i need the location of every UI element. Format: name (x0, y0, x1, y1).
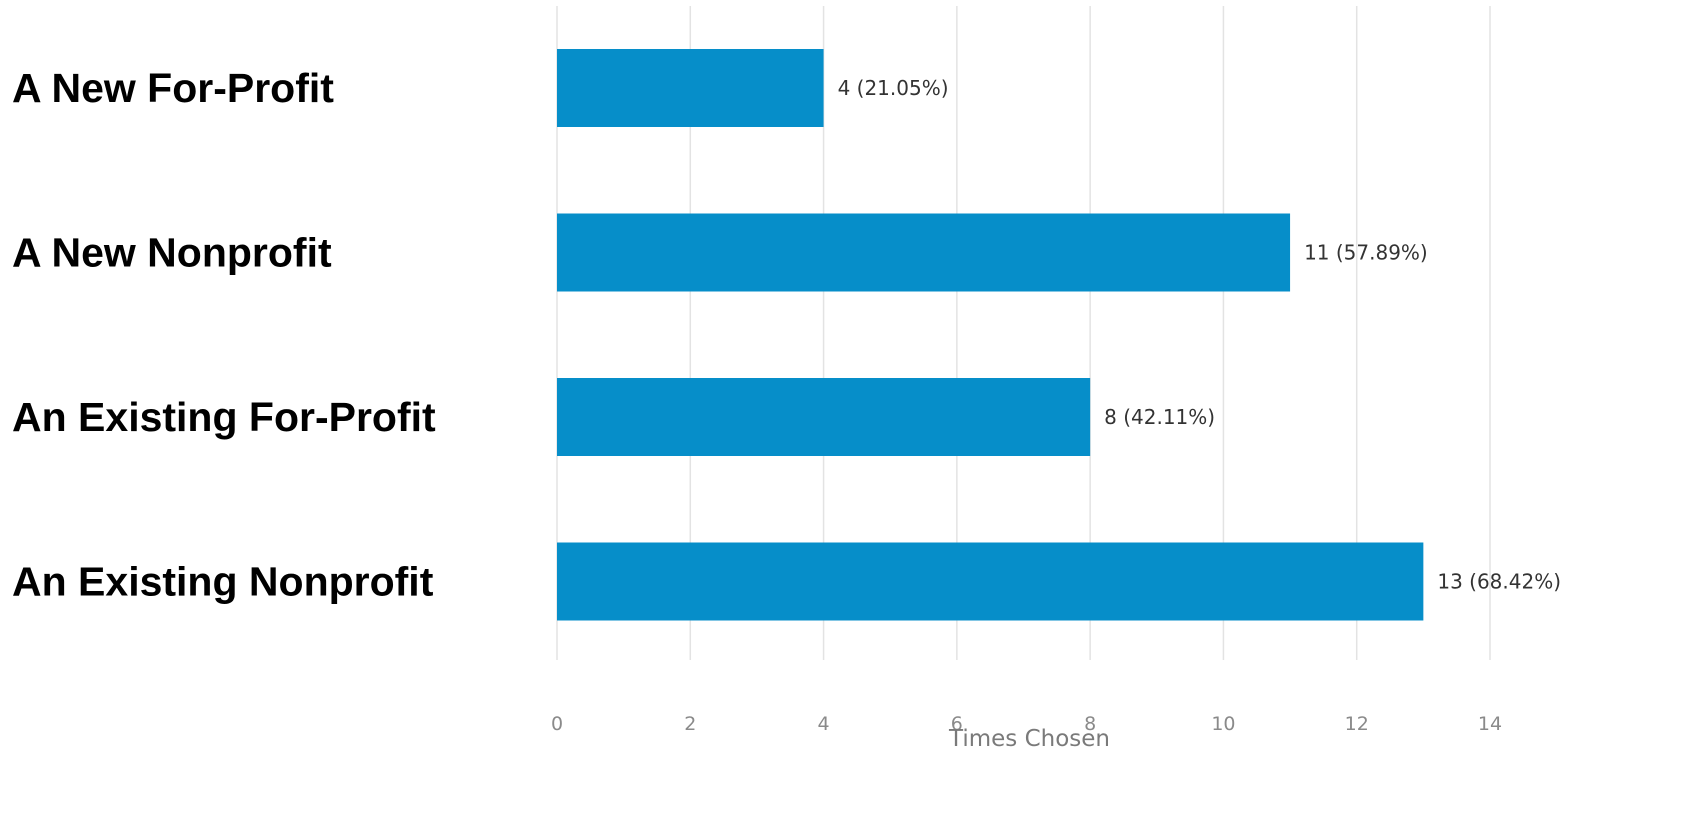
bar (557, 542, 1424, 621)
x-tick-labels: 0 2 4 6 8 10 12 14 (551, 713, 1502, 735)
bars (557, 49, 1424, 621)
category-label: A New Nonprofit (12, 230, 332, 276)
x-tick-label: 0 (551, 713, 563, 735)
category-label: A New For-Profit (12, 65, 334, 111)
bar-value-label: 11 (57.89%) (1304, 241, 1428, 265)
category-label: An Existing For-Profit (12, 394, 436, 440)
x-tick-label: 12 (1345, 713, 1369, 735)
bar-value-label: 4 (21.05%) (838, 76, 949, 100)
category-label: An Existing Nonprofit (12, 559, 434, 605)
x-tick-label: 6 (951, 713, 963, 735)
data-labels: 4 (21.05%) 11 (57.89%) 8 (42.11%) 13 (68.42… (838, 76, 1561, 594)
x-axis-title: Times Chosen (948, 726, 1110, 752)
bar-value-label: 8 (42.11%) (1104, 405, 1215, 429)
x-tick-label: 14 (1478, 713, 1502, 735)
bar (557, 213, 1291, 292)
x-tick-label: 2 (684, 713, 696, 735)
x-tick-label: 10 (1211, 713, 1235, 735)
category-labels: A New For-Profit A New Nonprofit An Existi… (12, 65, 436, 605)
bar (557, 378, 1091, 456)
x-tick-label: 8 (1084, 713, 1096, 735)
x-tick-label: 4 (818, 713, 830, 735)
bar (557, 49, 824, 127)
bar-value-label: 13 (68.42%) (1437, 570, 1561, 594)
